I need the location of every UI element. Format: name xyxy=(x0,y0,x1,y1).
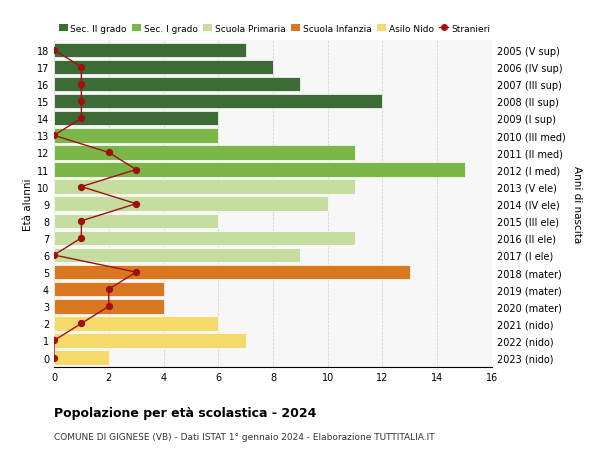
Point xyxy=(104,149,113,157)
Point xyxy=(77,64,86,72)
Bar xyxy=(54,197,328,212)
Point xyxy=(49,252,59,259)
Bar xyxy=(54,214,218,229)
Point xyxy=(49,354,59,362)
Bar xyxy=(54,316,218,331)
Text: COMUNE DI GIGNESE (VB) - Dati ISTAT 1° gennaio 2024 - Elaborazione TUTTITALIA.IT: COMUNE DI GIGNESE (VB) - Dati ISTAT 1° g… xyxy=(54,432,434,442)
Bar xyxy=(54,265,410,280)
Bar xyxy=(54,129,218,143)
Point xyxy=(77,98,86,106)
Point xyxy=(77,320,86,327)
Point xyxy=(49,132,59,140)
Bar xyxy=(54,248,301,263)
Y-axis label: Anni di nascita: Anni di nascita xyxy=(572,166,582,243)
Bar xyxy=(54,146,355,160)
Point xyxy=(77,81,86,89)
Point xyxy=(131,201,141,208)
Point xyxy=(49,47,59,54)
Bar xyxy=(54,334,245,348)
Bar xyxy=(54,78,301,92)
Point xyxy=(104,303,113,310)
Bar xyxy=(54,44,245,58)
Point xyxy=(77,115,86,123)
Legend: Sec. II grado, Sec. I grado, Scuola Primaria, Scuola Infanzia, Asilo Nido, Stran: Sec. II grado, Sec. I grado, Scuola Prim… xyxy=(59,25,490,34)
Point xyxy=(131,167,141,174)
Bar xyxy=(54,299,163,314)
Point xyxy=(49,337,59,344)
Bar xyxy=(54,231,355,246)
Point xyxy=(104,286,113,293)
Point xyxy=(77,235,86,242)
Bar xyxy=(54,112,218,126)
Bar xyxy=(54,61,273,75)
Bar xyxy=(54,180,355,195)
Point xyxy=(77,218,86,225)
Y-axis label: Età alunni: Età alunni xyxy=(23,178,32,230)
Bar xyxy=(54,282,163,297)
Bar xyxy=(54,95,383,109)
Point xyxy=(131,269,141,276)
Text: Popolazione per età scolastica - 2024: Popolazione per età scolastica - 2024 xyxy=(54,406,316,419)
Bar xyxy=(54,351,109,365)
Bar xyxy=(54,163,464,177)
Point xyxy=(77,184,86,191)
